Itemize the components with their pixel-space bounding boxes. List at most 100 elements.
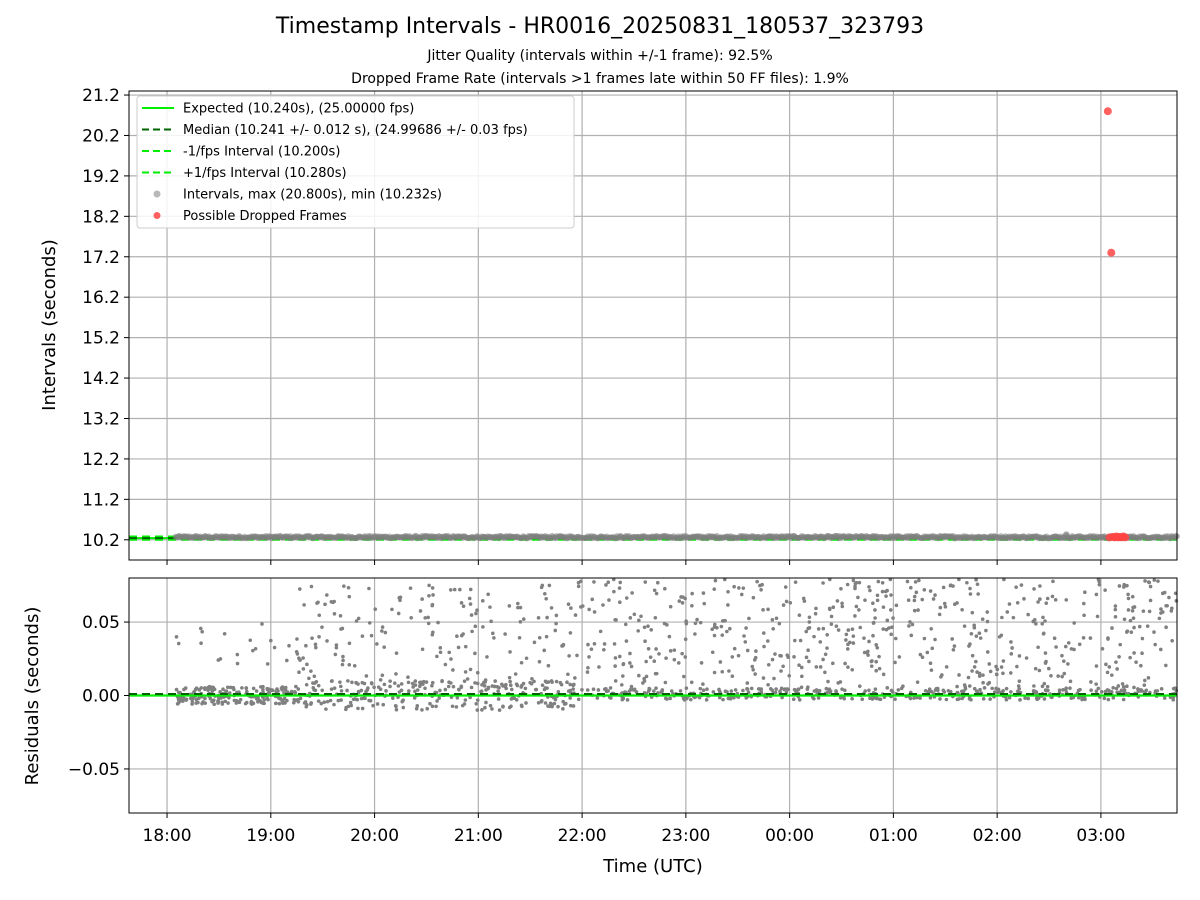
residual-point	[322, 700, 327, 705]
residual-point	[483, 678, 488, 682]
residual-point	[468, 667, 473, 672]
residual-point	[443, 662, 448, 667]
residual-point	[199, 686, 203, 690]
residual-point	[1022, 597, 1026, 601]
residual-point	[480, 683, 484, 687]
residual-point	[974, 578, 978, 582]
residual-point	[543, 679, 548, 684]
residual-point	[690, 603, 694, 608]
residual-point	[988, 697, 992, 701]
residual-point	[950, 637, 954, 641]
residual-point	[412, 696, 417, 700]
residual-point	[536, 616, 541, 620]
residual-point	[419, 680, 423, 685]
residual-point	[517, 635, 522, 640]
residual-point	[743, 640, 748, 644]
residual-point	[217, 696, 221, 701]
residual-point	[312, 688, 316, 692]
residual-point	[843, 661, 847, 666]
residual-point	[280, 685, 285, 689]
residual-point	[244, 686, 249, 690]
residual-point	[1134, 660, 1138, 664]
residual-point	[797, 698, 802, 702]
residual-point	[928, 696, 933, 700]
residual-point	[184, 697, 189, 702]
residual-point	[1139, 663, 1143, 668]
y-tick-label: 16.2	[82, 288, 120, 308]
residual-point	[333, 652, 338, 657]
residual-point	[347, 594, 352, 599]
residual-point	[851, 634, 856, 638]
residual-point	[682, 674, 686, 679]
residual-point	[482, 684, 487, 688]
residual-point	[873, 608, 877, 612]
residual-point	[1113, 615, 1118, 619]
residual-point	[646, 646, 651, 651]
residual-point	[1034, 622, 1038, 626]
residual-point	[786, 687, 790, 692]
residual-point	[546, 680, 551, 684]
residual-point	[1103, 588, 1107, 592]
residual-point	[913, 580, 918, 584]
residual-point	[356, 706, 360, 711]
residual-point	[816, 627, 821, 631]
residual-point	[875, 598, 880, 603]
residual-point	[380, 673, 385, 678]
residual-point	[317, 634, 321, 639]
residual-point	[608, 686, 613, 690]
y-tick-label: 10.2	[82, 531, 120, 551]
residual-point	[889, 688, 894, 693]
residual-point	[1156, 579, 1160, 583]
residual-point	[906, 598, 911, 602]
residual-point	[470, 629, 474, 634]
residual-point	[399, 688, 404, 693]
residual-point	[469, 613, 474, 617]
residual-point	[1072, 621, 1076, 625]
residual-point	[745, 687, 750, 691]
residual-point	[981, 697, 986, 701]
residual-point	[1032, 618, 1037, 622]
residual-point	[309, 669, 313, 673]
residual-point	[1114, 686, 1119, 691]
residual-point	[249, 699, 254, 704]
residual-point	[910, 622, 915, 627]
residual-point	[282, 691, 286, 695]
residual-point	[332, 702, 336, 707]
residual-point	[750, 664, 755, 669]
residual-point	[425, 706, 430, 711]
residual-point	[253, 646, 258, 651]
residual-point	[340, 626, 345, 631]
residual-point	[1081, 601, 1086, 606]
legend-label: Possible Dropped Frames	[183, 209, 347, 224]
residual-point	[420, 708, 424, 712]
residual-point	[1094, 682, 1098, 686]
residual-point	[766, 662, 771, 667]
residual-point	[1017, 687, 1021, 691]
residual-point	[363, 696, 367, 701]
residual-point	[974, 634, 979, 638]
residual-point	[524, 656, 529, 661]
residual-point	[380, 625, 385, 629]
residual-point	[970, 669, 974, 673]
residual-point	[297, 587, 302, 591]
residual-point	[1159, 607, 1163, 611]
residual-point	[1060, 653, 1064, 658]
residual-point	[1107, 665, 1112, 669]
residual-point	[876, 579, 881, 584]
residual-point	[467, 596, 472, 601]
residual-point	[465, 677, 470, 681]
residual-point	[667, 634, 672, 639]
residual-point	[1015, 601, 1020, 605]
residual-point	[320, 625, 324, 629]
residual-point	[435, 699, 439, 703]
x-tick-label: 19:00	[246, 826, 295, 846]
residual-point	[1061, 659, 1066, 663]
residual-point	[826, 679, 830, 684]
residual-point	[181, 696, 186, 701]
interval-point	[1062, 531, 1070, 539]
residual-point	[174, 635, 179, 639]
residual-point	[710, 650, 715, 655]
residual-point	[1009, 690, 1013, 694]
residual-point	[501, 704, 505, 709]
residual-point	[462, 679, 467, 683]
